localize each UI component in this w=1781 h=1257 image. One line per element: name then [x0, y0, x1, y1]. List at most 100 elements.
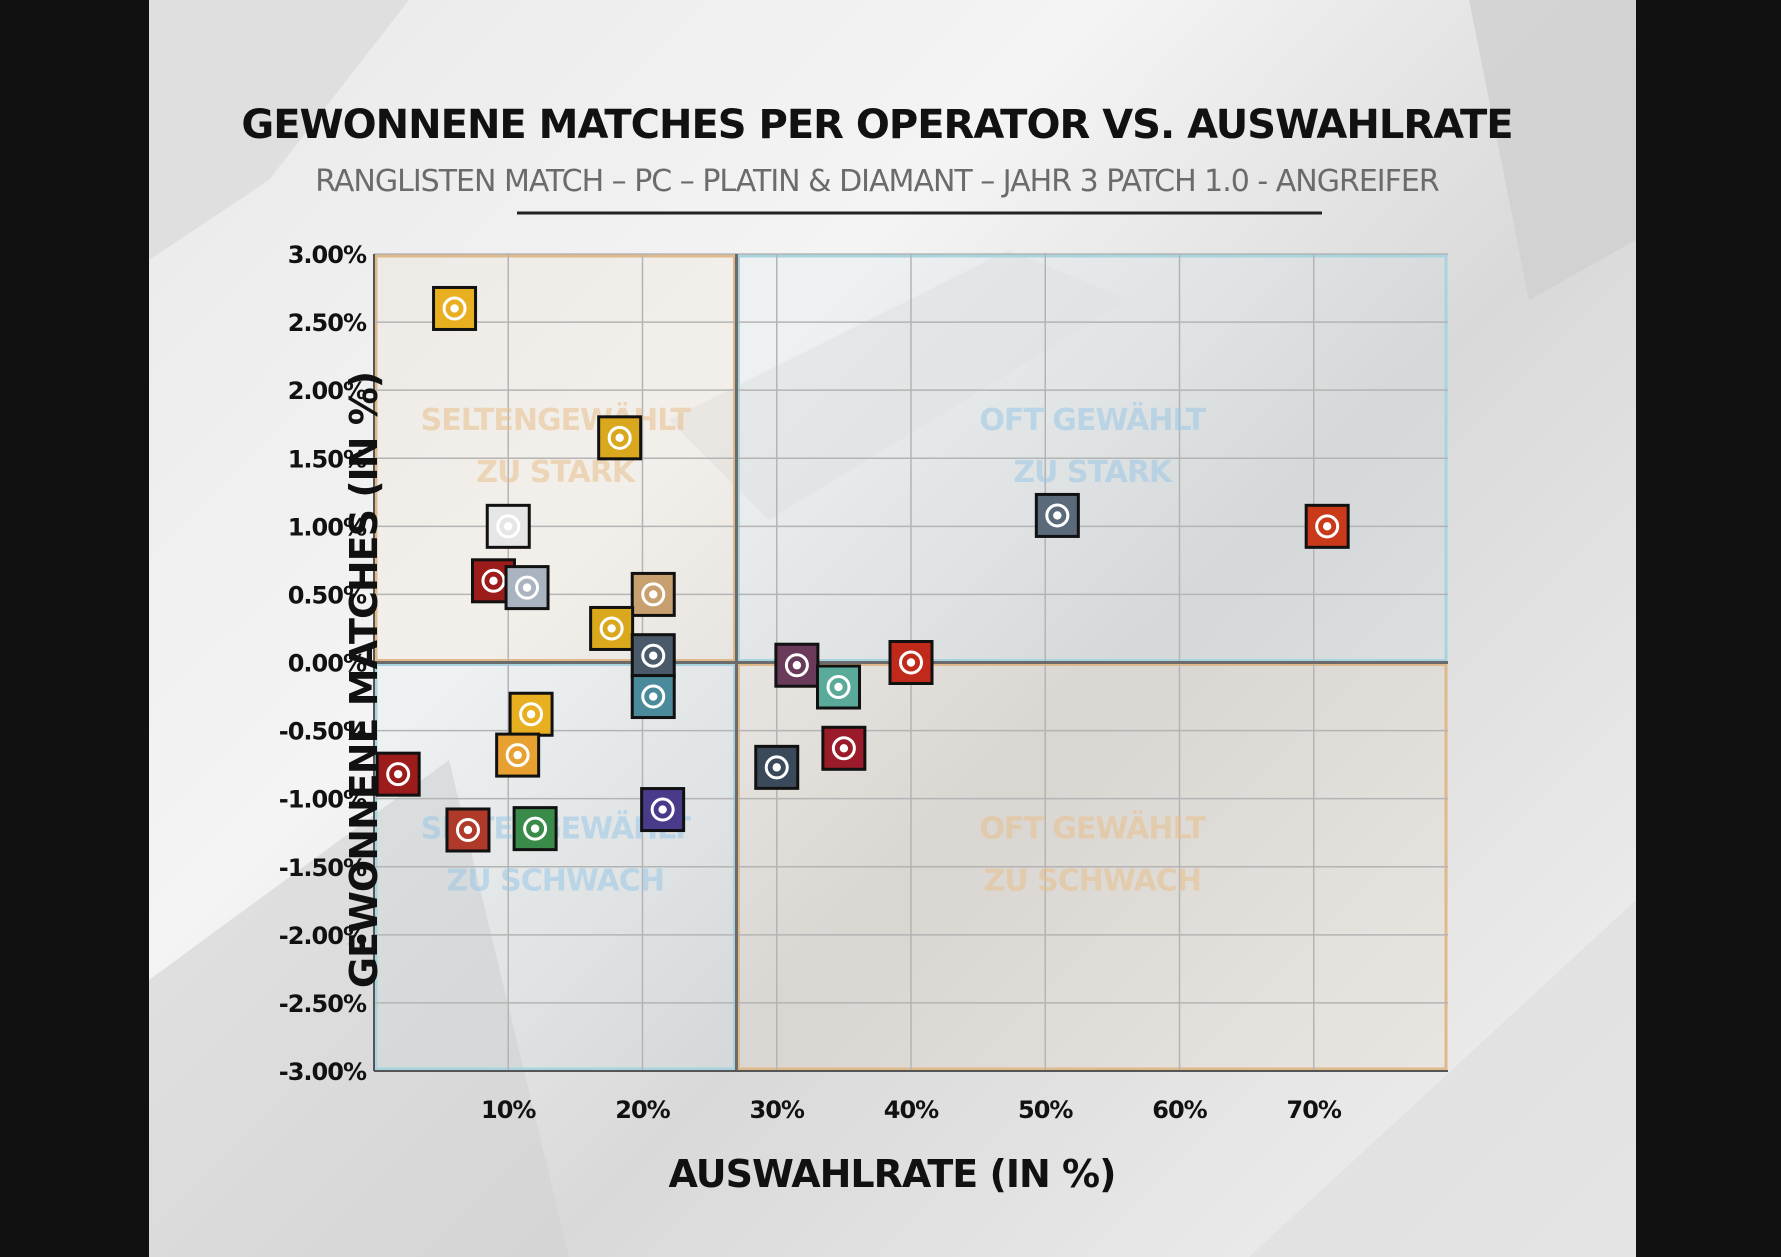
eye-icon — [589, 605, 635, 651]
y-tick-label: 3.00% — [288, 241, 367, 269]
crossbow-icon — [512, 806, 558, 852]
icon-glyph-dot — [489, 576, 498, 585]
quadrant-sublabel-bottom-left: ZU SCHWACH — [447, 864, 664, 899]
icon-glyph-dot — [649, 651, 658, 660]
x-tick-label: 50% — [1018, 1096, 1073, 1124]
arrow-strike-icon — [1304, 503, 1350, 549]
icon-glyph-dot — [792, 661, 802, 670]
icon-glyph-ring — [641, 684, 666, 709]
y-tick-label: -1.00% — [279, 786, 367, 814]
y-tick-labels: 3.00% 2.50% 2.00% 1.50% 1.00% 0.50% 0.00% -0.50… — [279, 241, 368, 1086]
power-icon — [754, 744, 800, 790]
y-tick-label: -1.50% — [279, 854, 367, 882]
icon-glyph-dot — [522, 583, 532, 592]
icon-glyph-dot — [1322, 522, 1332, 531]
icon-glyph-dot — [450, 304, 459, 313]
icon-glyph-dot — [649, 692, 658, 701]
x-tick-label: 70% — [1287, 1096, 1342, 1124]
compass-star-icon — [630, 571, 676, 617]
y-tick-label: 1.00% — [288, 513, 367, 541]
x-tick-labels: 10% 20% 30% 40% 50% 60% 70% — [481, 1096, 1343, 1124]
fist-icon — [432, 285, 478, 331]
x-tick-label: 30% — [750, 1096, 805, 1124]
shield-doc-icon — [504, 565, 550, 611]
icon-glyph-dot — [513, 750, 522, 760]
icon-badge — [754, 744, 800, 790]
y-tick-label: 0.50% — [288, 581, 367, 609]
blade-icon — [630, 633, 676, 679]
icon-glyph-dot — [906, 658, 916, 667]
icon-glyph-ring — [784, 653, 809, 678]
quadrant-label-top-right: OFT GEWÄHLT — [979, 402, 1206, 438]
x-axis-label: AUSWAHLRATE (IN %) — [669, 1152, 1116, 1196]
flash-icon — [495, 732, 541, 778]
data-points — [375, 285, 1350, 853]
icon-glyph-dot — [463, 825, 473, 835]
jester-icon — [485, 503, 531, 549]
icon-badge — [630, 674, 676, 720]
icon-glyph-dot — [839, 744, 849, 753]
y-tick-label: 2.50% — [288, 309, 367, 337]
icon-glyph-dot — [526, 710, 536, 719]
y-tick-label: -0.50% — [279, 718, 367, 746]
lens-icon — [640, 787, 686, 833]
drill-icon — [774, 642, 820, 688]
scatter-chart: GEWONNENE MATCHES PER OPERATOR VS. AUSWA… — [149, 0, 1636, 1257]
icon-glyph-ring — [764, 755, 789, 780]
icon-badge — [821, 725, 867, 771]
icon-glyph-dot — [658, 805, 667, 814]
icon-badge — [597, 415, 643, 461]
icon-glyph-ring — [826, 675, 851, 700]
icon-glyph-dot — [1053, 511, 1062, 520]
icon-glyph-ring — [641, 643, 666, 668]
icon-glyph-dot — [772, 763, 781, 772]
x-tick-label: 20% — [615, 1096, 670, 1124]
cluster-icon — [445, 807, 491, 853]
dome-shield-icon — [1034, 492, 1080, 538]
y-tick-label: 1.50% — [288, 445, 367, 473]
quadrant-sublabel-top-right: ZU STARK — [1013, 455, 1174, 490]
quadrant-label-top-left: SELTENGEWÄHLT — [421, 402, 692, 438]
icon-glyph-ring — [523, 816, 548, 841]
icon-glyph-dot — [834, 682, 843, 692]
icon-glyph-ring — [515, 575, 540, 600]
y-tick-label: 0.00% — [288, 650, 367, 678]
flower-icon — [821, 725, 867, 771]
icon-glyph-ring — [599, 616, 624, 641]
icon-glyph-dot — [393, 769, 403, 779]
y-axis-label: GEWONNENE MATCHES (IN %) — [342, 372, 386, 988]
x-tick-label: 40% — [884, 1096, 939, 1124]
grenade-icon — [375, 751, 421, 797]
angel-icon — [816, 664, 862, 710]
y-tick-label: -3.00% — [279, 1058, 367, 1086]
quadrant-label-bottom-right: OFT GEWÄHLT — [979, 811, 1206, 847]
skull-mask-icon — [597, 415, 643, 461]
icon-glyph-ring — [496, 514, 521, 539]
icon-glyph-ring — [899, 650, 923, 675]
icon-glyph-ring — [1315, 514, 1340, 539]
icon-glyph-ring — [831, 736, 856, 761]
icon-glyph-ring — [650, 797, 675, 822]
x-tick-label: 10% — [481, 1096, 536, 1124]
icon-glyph-dot — [615, 433, 624, 443]
icon-glyph-ring — [505, 743, 530, 768]
quadrant-sublabel-top-left: ZU STARK — [476, 455, 637, 490]
chart-title: GEWONNENE MATCHES PER OPERATOR VS. AUSWA… — [241, 102, 1512, 148]
y-tick-label: -2.00% — [279, 922, 367, 950]
y-tick-label: 2.00% — [288, 377, 367, 405]
quadrant-sublabel-bottom-right: ZU SCHWACH — [984, 864, 1201, 899]
icon-badge — [589, 605, 635, 651]
icon-glyph-ring — [607, 425, 632, 450]
icon-glyph-ring — [1045, 503, 1070, 528]
background-shapes — [149, 0, 1636, 1257]
hexagon-shield-icon — [888, 640, 934, 685]
y-tick-label: -2.50% — [279, 990, 367, 1018]
chart-subtitle: RANGLISTEN MATCH – PC – PLATIN & DIAMANT… — [315, 164, 1439, 199]
icon-glyph-dot — [607, 624, 616, 633]
icon-glyph-ring — [481, 568, 506, 593]
x-tick-label: 60% — [1152, 1096, 1207, 1124]
icon-glyph-dot — [530, 824, 540, 833]
visor-icon — [630, 674, 676, 720]
icon-glyph-ring — [455, 817, 480, 842]
lion-icon — [508, 691, 554, 737]
